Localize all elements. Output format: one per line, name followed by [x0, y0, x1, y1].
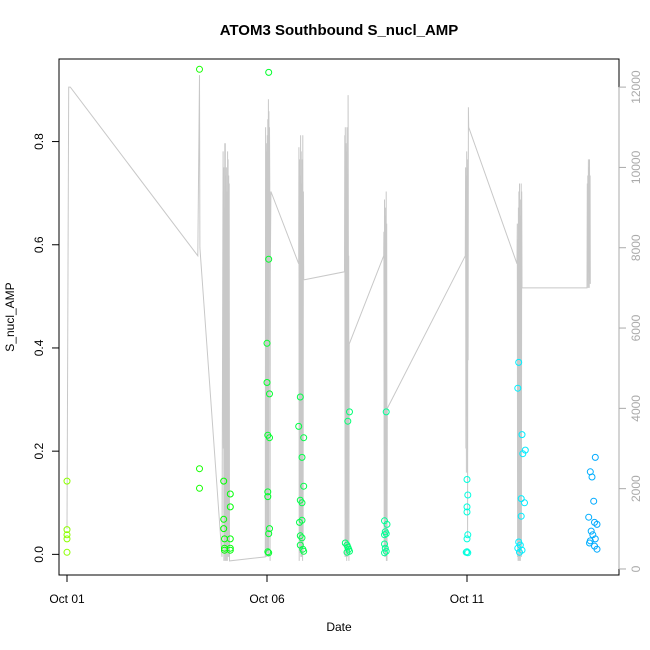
scatter-point: [220, 515, 228, 523]
scatter-point: [463, 476, 471, 483]
scatter-point: [514, 384, 522, 392]
scatter-point: [463, 535, 471, 543]
scatter-point: [196, 65, 203, 73]
scatter-point: [300, 482, 308, 490]
scatter-point: [464, 531, 472, 539]
scatter-point: [265, 255, 273, 263]
scatter-point: [63, 477, 71, 485]
scatter-point: [63, 526, 71, 534]
scatter-point: [296, 393, 304, 401]
scatter-point: [593, 545, 601, 553]
scatter-point: [382, 408, 390, 416]
scatter-point: [264, 488, 272, 496]
scatter-point: [300, 434, 308, 442]
scatter-point: [516, 548, 523, 556]
scatter-point: [517, 512, 525, 520]
scatter-point: [265, 68, 273, 76]
y2-tick-label: 6000: [629, 314, 643, 341]
scatter-point: [263, 339, 271, 347]
scatter-point: [226, 544, 234, 552]
scatter-point: [264, 548, 272, 556]
scatter-point: [63, 548, 71, 556]
scatter-point: [220, 525, 228, 533]
y-tick-label: 0.4: [32, 339, 46, 356]
scatter-point: [295, 422, 303, 430]
scatter-point: [383, 520, 391, 528]
scatter-point: [196, 484, 203, 492]
x-axis-label: Date: [326, 620, 352, 634]
scatter-point: [462, 548, 470, 556]
scatter-point: [586, 539, 593, 547]
scatter-point: [381, 549, 388, 557]
scatter-point: [521, 499, 528, 507]
scatter-point: [518, 431, 526, 439]
y2-tick-label: 12000: [629, 70, 643, 104]
y2-tick-label: 8000: [629, 234, 643, 261]
scatter-point: [220, 477, 228, 485]
y-tick-label: 0.8: [32, 133, 46, 150]
scatter-point: [300, 547, 308, 555]
scatter-point: [344, 417, 352, 425]
y-tick-label: 0.6: [32, 236, 46, 253]
scatter-point: [515, 358, 523, 366]
scatter-point: [265, 530, 273, 538]
scatter-point: [265, 549, 273, 557]
scatter-point: [587, 527, 595, 535]
y2-tick-label: 2000: [629, 475, 643, 502]
x-tick-label: Oct 06: [249, 592, 285, 606]
y-tick-label: 0.0: [32, 546, 46, 563]
y2-tick-label: 4000: [629, 395, 643, 422]
scatter-point: [298, 499, 306, 507]
scatter-point: [463, 503, 471, 511]
y2-tick-label: 0: [629, 565, 643, 572]
scatter-point: [263, 379, 271, 386]
scatter-point: [588, 473, 596, 481]
line-layer: [66, 75, 591, 562]
y2-axis: 0 2000 4000 6000 8000 10000 12000: [618, 70, 643, 572]
x-axis: Oct 01 Oct 06 Oct 11: [49, 574, 485, 606]
scatter-point: [298, 534, 306, 542]
x-tick-label: Oct 11: [450, 592, 485, 606]
x-tick-label: Oct 01: [49, 592, 85, 606]
scatter-point: [593, 520, 601, 528]
scatter-point: [382, 547, 390, 555]
scatter-point: [519, 450, 527, 458]
scatter-point: [296, 532, 304, 540]
y-tick-label: 0.2: [32, 442, 46, 459]
scatter-point: [590, 497, 598, 505]
y-axis: 0.0 0.2 0.4 0.6 0.8: [32, 133, 60, 563]
scatter-point: [343, 548, 351, 556]
scatter-point: [266, 434, 273, 442]
scatter-point: [196, 465, 203, 473]
scatter-point: [63, 535, 71, 543]
plot-frame: [58, 58, 620, 576]
scatter-point: [381, 531, 388, 539]
scatter-point: [517, 495, 525, 503]
scatter-point: [226, 490, 234, 498]
chart-title: ATOM3 Southbound S_nucl_AMP: [220, 22, 459, 39]
scatter-point: [514, 544, 522, 552]
scatter-point: [264, 493, 272, 501]
scatter-point: [226, 503, 234, 511]
scatter-point: [226, 535, 234, 543]
scatter-point: [298, 516, 306, 524]
scatter-point: [382, 530, 390, 538]
scatter-point: [266, 525, 273, 533]
scatter-point: [226, 546, 234, 554]
scatter-point: [298, 453, 306, 461]
scatter-point: [585, 513, 593, 521]
scatter-point: [63, 531, 71, 539]
y2-tick-label: 10000: [629, 150, 643, 184]
line-series: [66, 75, 591, 562]
scatter-point: [346, 408, 353, 416]
scatter-point: [266, 390, 273, 398]
scatter-point: [463, 508, 471, 516]
scatter-point: [591, 453, 599, 461]
scatter-point: [381, 544, 389, 552]
y-axis-label: S_nucl_AMP: [3, 282, 17, 351]
point-layer: [63, 65, 601, 557]
scatter-point: [464, 491, 472, 499]
scatter-point: [381, 540, 388, 548]
